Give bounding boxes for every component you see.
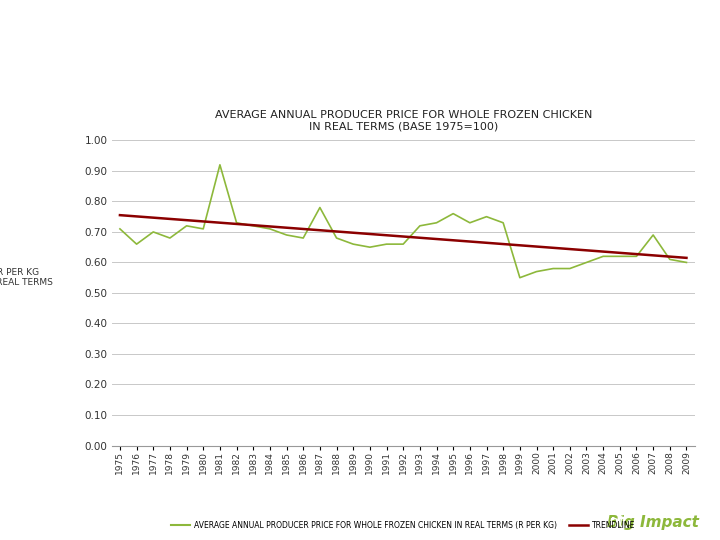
- Text: Local producer prices: Local producer prices: [242, 54, 579, 82]
- Text: Small Footprint.: Small Footprint.: [508, 515, 634, 530]
- Legend: AVERAGE ANNUAL PRODUCER PRICE FOR WHOLE FROZEN CHICKEN IN REAL TERMS (R PER KG),: AVERAGE ANNUAL PRODUCER PRICE FOR WHOLE …: [168, 518, 638, 533]
- Text: Market dynamics: Market dynamics: [276, 16, 544, 44]
- Text: Founded 1904: Founded 1904: [22, 516, 112, 529]
- Title: AVERAGE ANNUAL PRODUCER PRICE FOR WHOLE FROZEN CHICKEN
IN REAL TERMS (BASE 1975=: AVERAGE ANNUAL PRODUCER PRICE FOR WHOLE …: [215, 110, 592, 131]
- Text: Big Impact: Big Impact: [606, 515, 698, 530]
- Text: R PER KG
IN REAL TERMS: R PER KG IN REAL TERMS: [0, 268, 53, 287]
